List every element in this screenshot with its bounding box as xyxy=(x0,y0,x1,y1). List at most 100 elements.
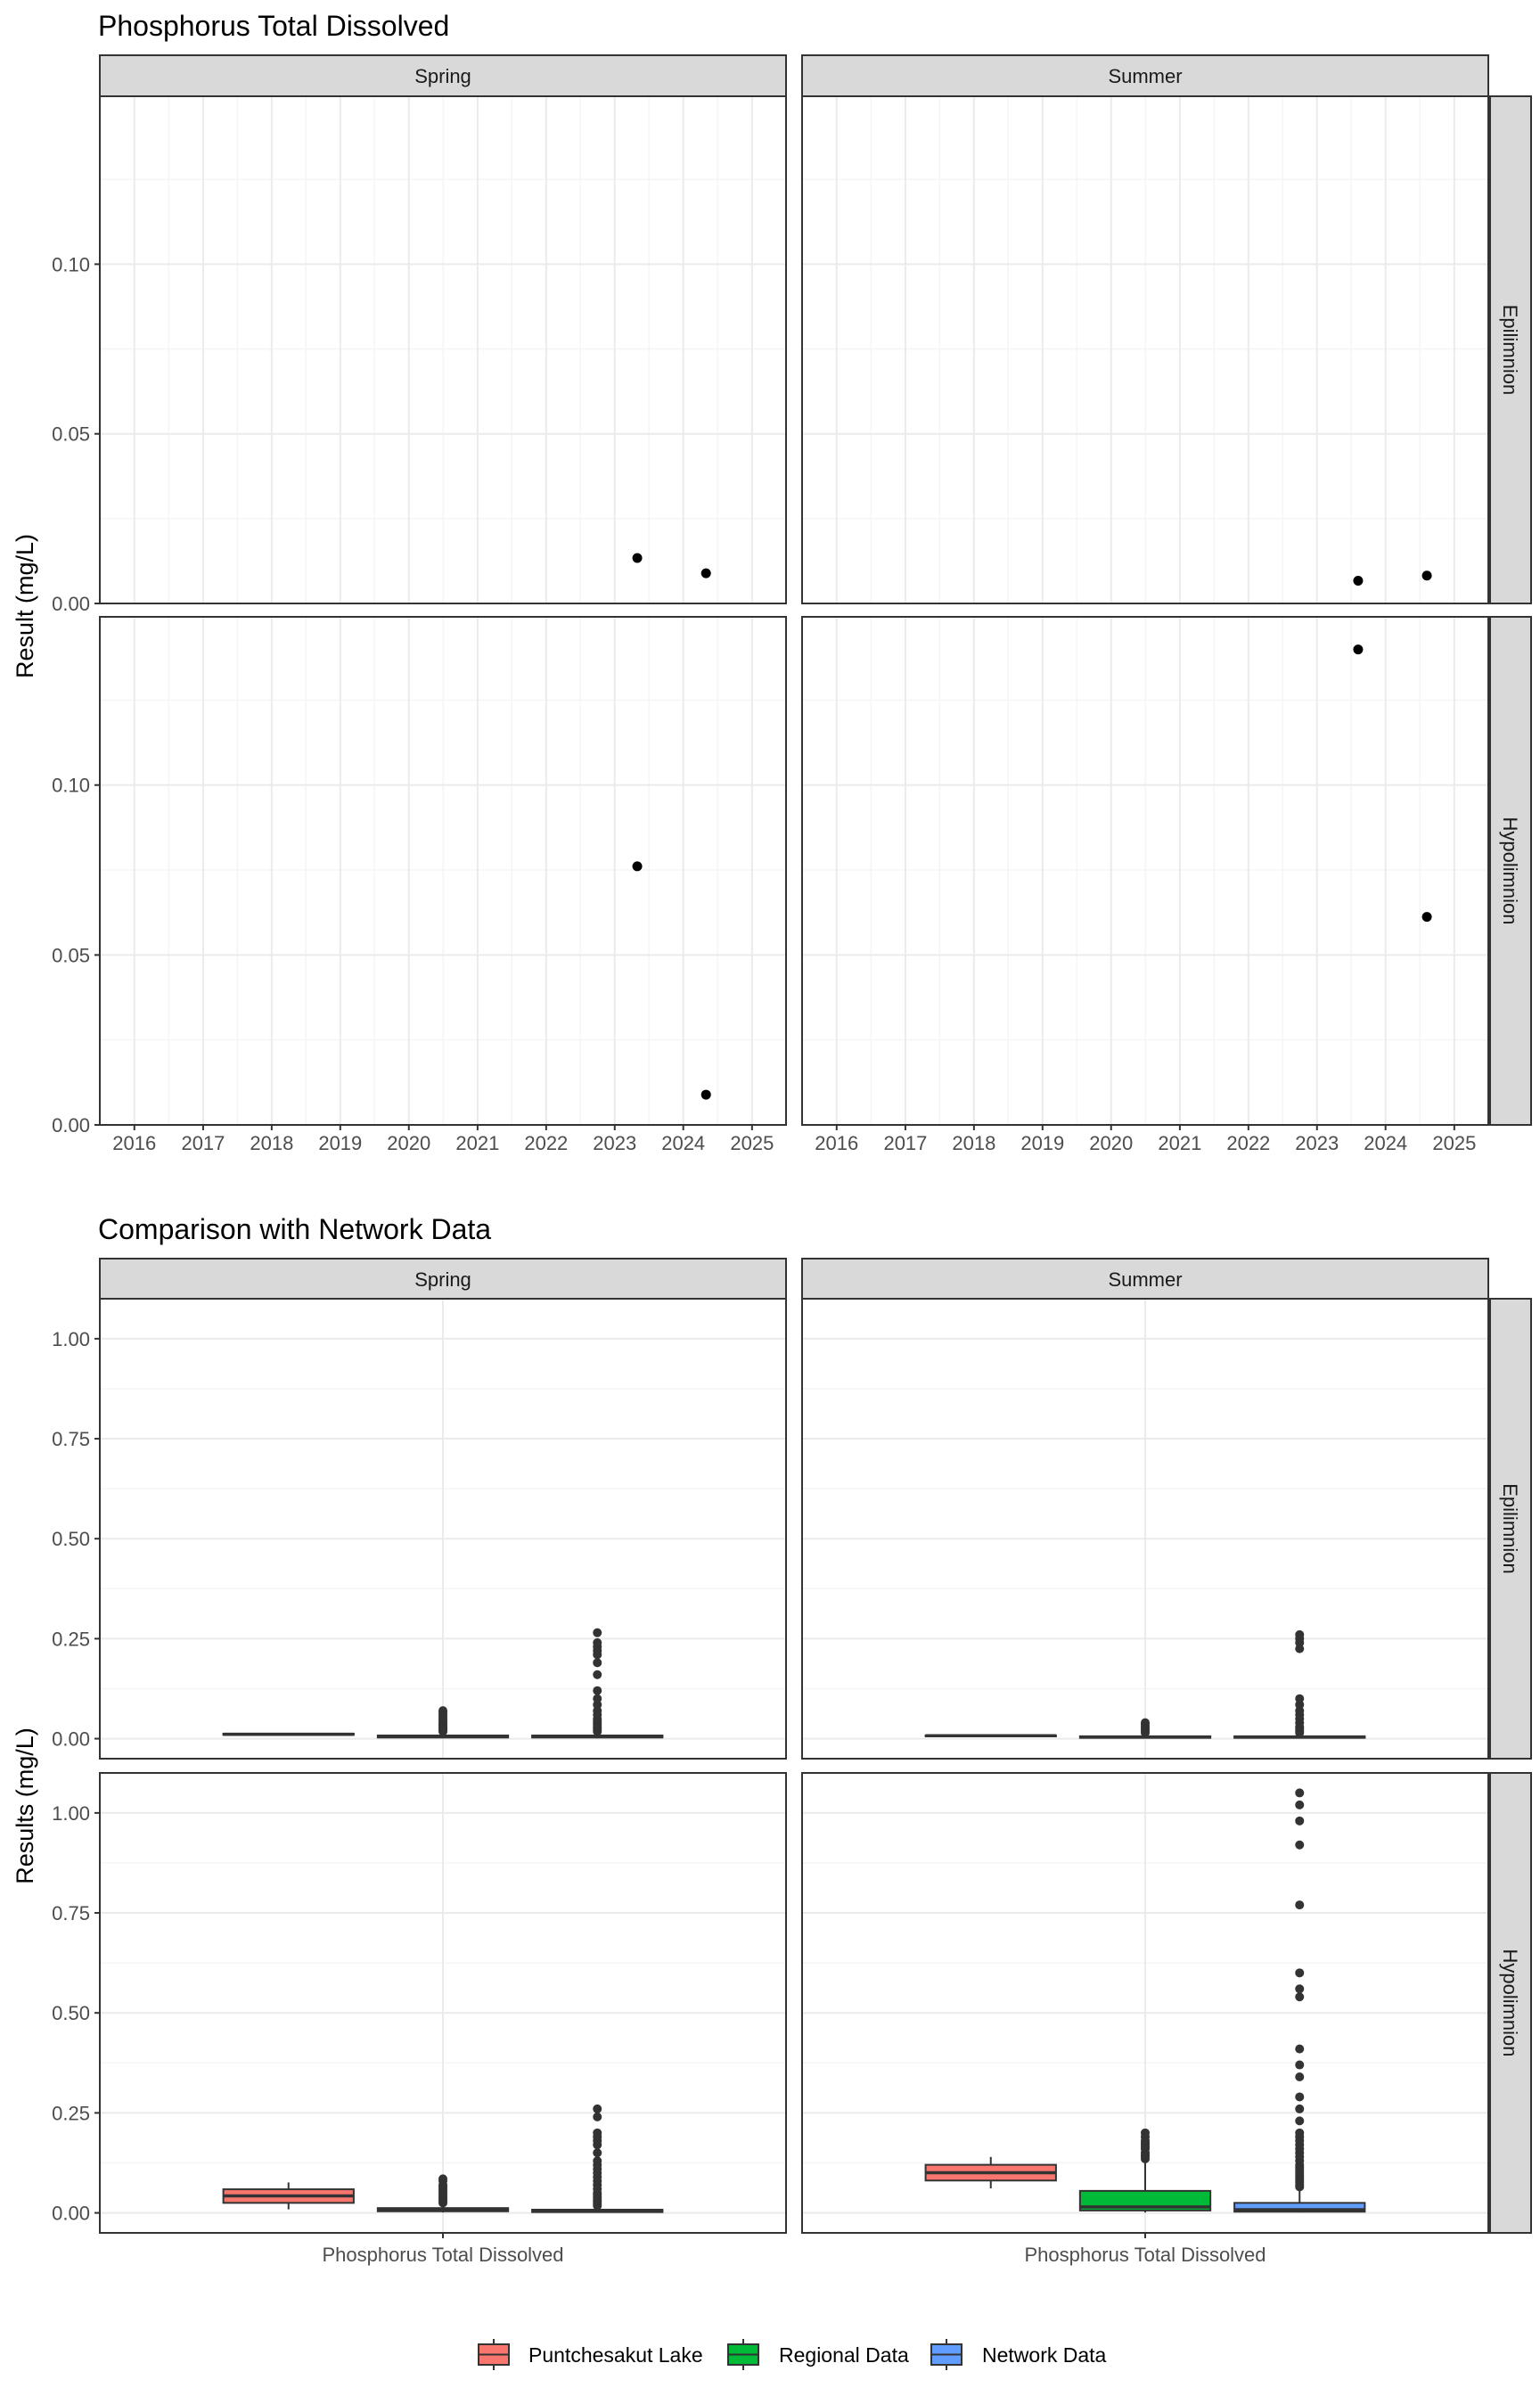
outlier-point xyxy=(1295,1694,1305,1703)
row-strip-label: Epilimnion xyxy=(1499,305,1521,396)
outlier-point xyxy=(438,1706,447,1716)
legend-item-regional-data: Regional Data xyxy=(727,2339,909,2370)
data-point xyxy=(1353,575,1364,586)
box-puntchesakut-lake xyxy=(222,1732,355,1736)
x-tick-label: 2016 xyxy=(815,1132,858,1154)
strip-background xyxy=(99,1258,787,1300)
legend-label: Puntchesakut Lake xyxy=(528,2343,703,2367)
chart-2-panel-epilimnion-spring xyxy=(99,1298,787,1760)
y-tick-label: 1.00 xyxy=(52,1802,90,1825)
chart-1-row-strip-hypolimnion: Hypolimnion xyxy=(1489,616,1532,1126)
strip-background xyxy=(801,1258,1489,1300)
outlier-point xyxy=(593,1686,602,1695)
chart-1-row-strip-epilimnion: Epilimnion xyxy=(1489,95,1532,604)
box-regional-data xyxy=(1078,1718,1212,1739)
outlier-point xyxy=(1295,2128,1305,2138)
outlier-point xyxy=(1295,1968,1305,1978)
x-tick-label: 2021 xyxy=(455,1132,499,1154)
y-tick-label: 0.10 xyxy=(52,253,90,275)
outlier-point xyxy=(1295,2116,1305,2126)
chart-1-title: Phosphorus Total Dissolved xyxy=(98,10,449,42)
x-tick-label: 2024 xyxy=(661,1132,705,1154)
y-tick-label: 0.75 xyxy=(52,1902,90,1924)
legend-item-network-data: Network Data xyxy=(930,2339,1107,2370)
col-strip-label: Summer xyxy=(1108,65,1182,87)
x-tick-label: 2019 xyxy=(1020,1132,1064,1154)
outlier-point xyxy=(593,2156,602,2166)
box-regional-data xyxy=(376,1706,510,1739)
outlier-point xyxy=(1295,2104,1305,2113)
outlier-point xyxy=(1295,2060,1305,2070)
outlier-point xyxy=(593,1637,602,1647)
legend-label: Network Data xyxy=(982,2343,1107,2367)
data-point xyxy=(632,553,643,563)
box-regional-data xyxy=(376,2174,510,2213)
box-network-data xyxy=(531,1628,664,1739)
y-tick-label: 0.50 xyxy=(52,2002,90,2024)
x-tick-label: 2022 xyxy=(1226,1132,1270,1154)
x-tick-label: Phosphorus Total Dissolved xyxy=(322,2244,563,2266)
outlier-point xyxy=(438,2174,447,2184)
x-tick-label: 2023 xyxy=(1295,1132,1339,1154)
x-tick-label: 2020 xyxy=(387,1132,430,1154)
data-point xyxy=(1421,570,1432,581)
x-tick-label: 2018 xyxy=(250,1132,293,1154)
panel-border xyxy=(801,616,1489,1126)
chart-2-panel-hypolimnion-summer xyxy=(801,1772,1489,2234)
chart-1-panels: Epilimnion 0.00 0.05 0.10 Hypolimnion 0.00 0.0… xyxy=(52,54,1532,1154)
legend-item-puntchesakut-lake: Puntchesakut Lake xyxy=(478,2339,703,2370)
outlier-point xyxy=(1295,1992,1305,2002)
y-tick-label: 0.25 xyxy=(52,2102,90,2124)
x-tick-label: 2021 xyxy=(1158,1132,1201,1154)
chart-2-row-strip-epilimnion: Epilimnion xyxy=(1489,1298,1532,1760)
outlier-point xyxy=(1295,1900,1305,1910)
data-point xyxy=(700,1089,711,1100)
outlier-point xyxy=(1295,2092,1305,2102)
x-tick-label: 2017 xyxy=(883,1132,927,1154)
row-strip-label: Hypolimnion xyxy=(1499,816,1521,924)
outlier-point xyxy=(1295,1788,1305,1798)
box-puntchesakut-lake xyxy=(222,2182,355,2210)
chart-2-ylabel: Results (mg/L) xyxy=(12,1727,38,1884)
strip-background xyxy=(1489,616,1532,1126)
y-tick-label: 0.00 xyxy=(52,1114,90,1136)
outlier-point xyxy=(593,2148,602,2158)
data-point xyxy=(700,568,711,578)
legend: Puntchesakut Lake Regional Data Network Da… xyxy=(478,2339,1107,2370)
row-strip-label: Epilimnion xyxy=(1499,1483,1521,1574)
box-regional-data xyxy=(1078,2128,1212,2213)
outlier-point xyxy=(1295,1629,1305,1639)
x-tick-label: 2022 xyxy=(524,1132,568,1154)
x-tick-label: 2025 xyxy=(1432,1132,1476,1154)
legend-label: Regional Data xyxy=(779,2343,909,2367)
outlier-point xyxy=(593,2128,602,2138)
outlier-point xyxy=(593,1628,602,1637)
x-tick-label: 2017 xyxy=(181,1132,225,1154)
chart-1-panel-hypolimnion-summer xyxy=(801,616,1489,1126)
outlier-point xyxy=(1141,1718,1150,1727)
box-puntchesakut-lake xyxy=(924,1734,1057,1737)
strip-background xyxy=(99,54,787,97)
strip-background xyxy=(1489,95,1532,604)
col-strip-label: Spring xyxy=(414,65,471,87)
y-tick-label: 1.00 xyxy=(52,1328,90,1350)
chart-2-panel-hypolimnion-spring xyxy=(99,1772,787,2234)
box-network-data xyxy=(1233,1629,1366,1739)
outlier-point xyxy=(593,1658,602,1668)
y-tick-label: 0.25 xyxy=(52,1628,90,1650)
x-tick-label: 2020 xyxy=(1089,1132,1133,1154)
y-tick-label: 0.75 xyxy=(52,1428,90,1450)
outlier-point xyxy=(1295,1984,1305,1994)
chart-2-panel-epilimnion-summer xyxy=(801,1298,1489,1760)
chart-2-col-strip-summer: Summer xyxy=(801,1258,1489,1300)
strip-background xyxy=(801,54,1489,97)
data-point xyxy=(1421,912,1432,923)
y-tick-label: 0.00 xyxy=(52,593,90,615)
chart-1-col-strip-spring: Spring xyxy=(99,54,787,97)
box-network-data xyxy=(531,2104,664,2213)
outlier-point xyxy=(1295,2044,1305,2054)
x-tick-label: Phosphorus Total Dissolved xyxy=(1024,2244,1266,2266)
y-tick-label: 0.05 xyxy=(52,944,90,966)
col-strip-label: Spring xyxy=(414,1268,471,1291)
